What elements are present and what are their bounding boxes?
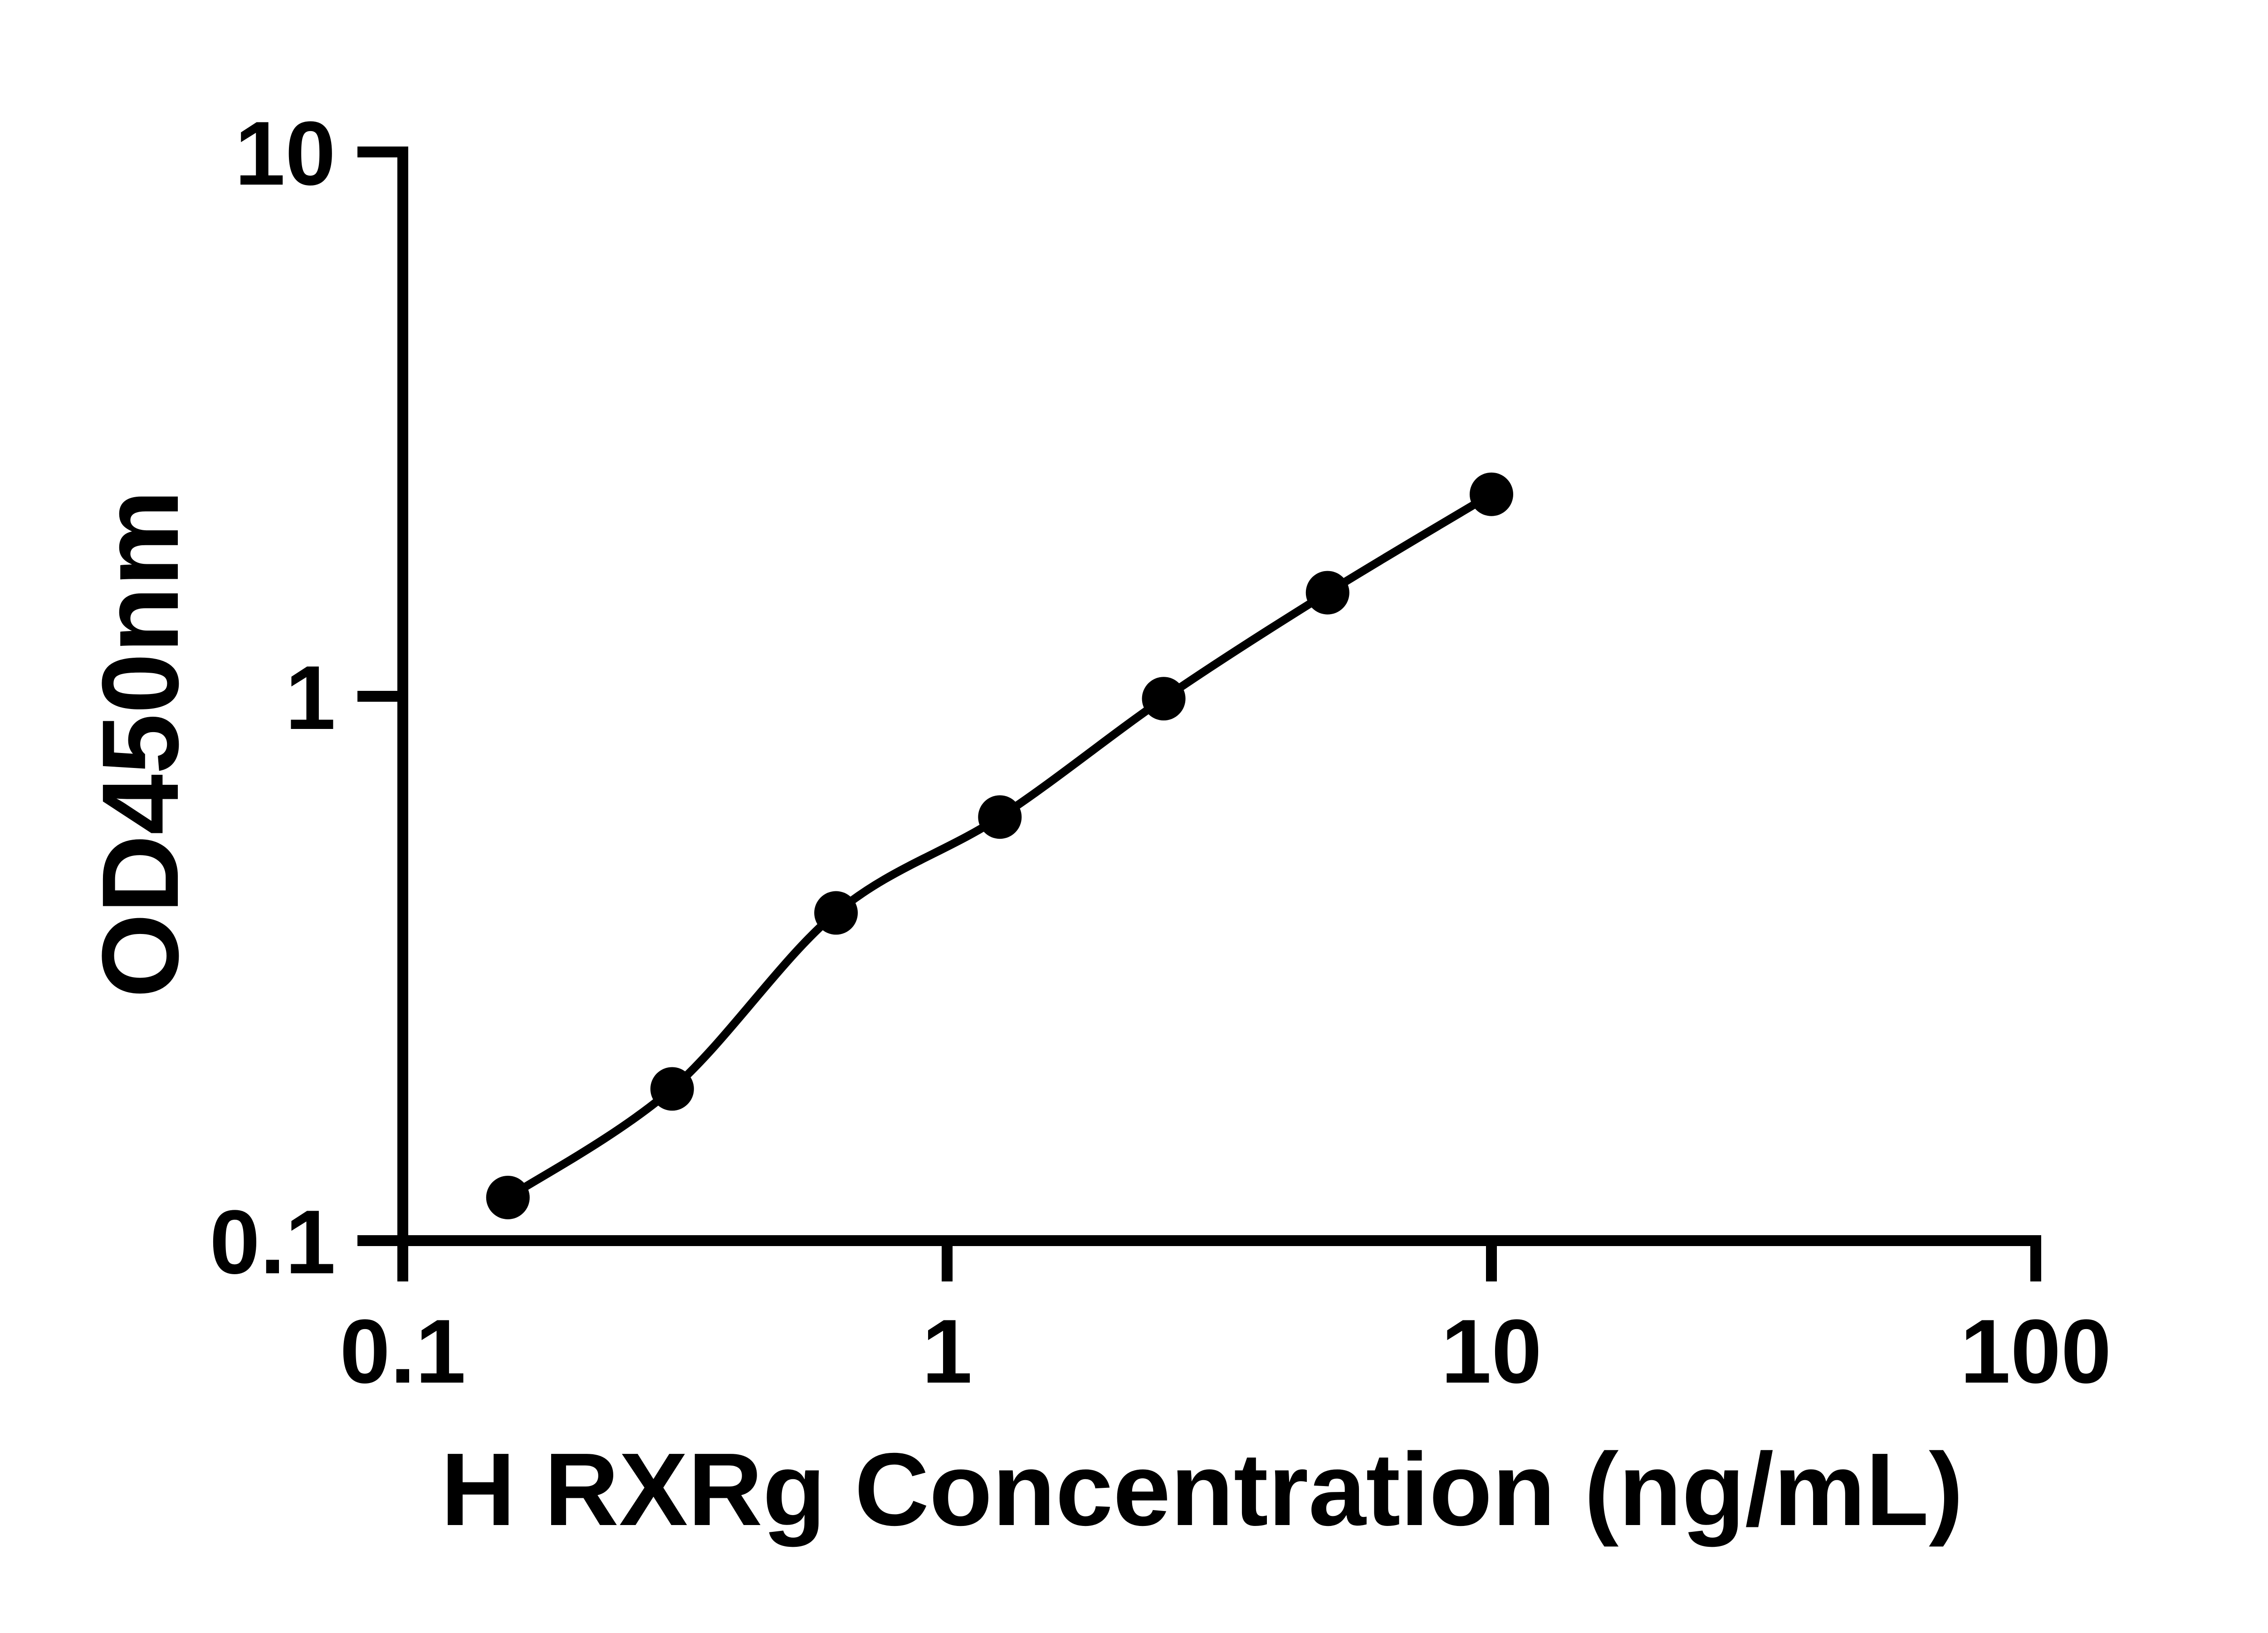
y-tick-label: 0.1	[210, 1192, 336, 1293]
data-point	[814, 891, 858, 935]
data-point	[486, 1175, 530, 1219]
data-point	[1470, 472, 1513, 516]
data-point	[1142, 677, 1186, 721]
tick-label-layer: 0.1 1 10 100 0.1 1 10	[210, 103, 2112, 1402]
y-axis-title: OD450nm	[79, 490, 201, 998]
y-tick-label: 1	[285, 647, 336, 748]
data-point	[978, 795, 1022, 839]
data-series-layer	[486, 472, 1513, 1219]
x-tick-label: 100	[1960, 1301, 2112, 1402]
y-tick-label: 10	[235, 103, 336, 204]
x-tick-label: 1	[922, 1301, 972, 1402]
data-point	[1305, 571, 1349, 615]
x-axis-title: H RXRg Concentration (ng/mL)	[441, 1432, 1963, 1547]
axes-layer	[357, 147, 2041, 1281]
x-tick-label: 10	[1441, 1301, 1542, 1402]
data-point	[650, 1067, 694, 1111]
x-tick-label: 0.1	[340, 1301, 466, 1402]
